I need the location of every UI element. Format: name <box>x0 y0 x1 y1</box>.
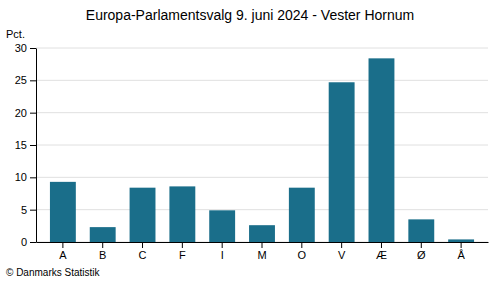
tick: 10 <box>15 171 36 183</box>
tick: 0 <box>21 236 36 248</box>
tick-label: 20 <box>15 107 27 119</box>
grid-line <box>36 209 488 210</box>
y-axis: 0 5 10 15 20 25 30 <box>15 42 37 248</box>
tick-label: B <box>99 249 106 261</box>
tick-label: 15 <box>15 139 27 151</box>
grid-line <box>36 145 488 146</box>
grid-line <box>36 177 488 178</box>
plot: A B C F I M O V Æ Ø Å 0 5 10 15 20 25 30 <box>15 42 489 261</box>
tick-label: Æ <box>376 249 387 261</box>
tick-mark <box>461 242 462 248</box>
tick-mark <box>30 210 36 211</box>
bar <box>329 82 355 242</box>
tick-mark <box>30 80 36 81</box>
tick-label: 10 <box>15 171 27 183</box>
tick: A <box>59 242 67 261</box>
tick-label: I <box>221 249 224 261</box>
tick: O <box>298 242 307 261</box>
tick-label: Å <box>457 249 465 261</box>
y-axis-label: Pct. <box>6 28 25 40</box>
tick-mark <box>30 113 36 114</box>
title: Europa-Parlamentsvalg 9. juni 2024 - Ves… <box>86 7 414 23</box>
tick: Å <box>457 242 465 261</box>
tick-mark <box>222 242 223 248</box>
tick-mark <box>381 242 382 248</box>
bar <box>289 188 315 242</box>
bar <box>448 239 474 242</box>
tick-mark <box>421 242 422 248</box>
tick-mark <box>142 242 143 248</box>
tick-label: 25 <box>15 74 27 86</box>
tick: 15 <box>15 139 36 151</box>
grid <box>36 48 488 242</box>
bar <box>408 219 434 242</box>
tick-mark <box>301 242 302 248</box>
tick-label: 30 <box>15 42 27 54</box>
footer: © Danmarks Statistik <box>6 267 101 278</box>
tick-label: O <box>298 249 307 261</box>
tick-mark <box>30 242 36 243</box>
bar <box>209 210 235 242</box>
tick: 30 <box>15 42 36 54</box>
tick-label: Ø <box>417 249 426 261</box>
tick: Æ <box>376 242 387 261</box>
bars <box>50 58 474 242</box>
bar <box>249 225 275 242</box>
tick-label: M <box>257 249 266 261</box>
tick: 25 <box>15 74 36 86</box>
axis-line <box>36 49 37 243</box>
tick: C <box>139 242 147 261</box>
bar <box>369 58 395 242</box>
chart: Europa-Parlamentsvalg 9. juni 2024 - Ves… <box>0 0 500 282</box>
bar <box>169 186 195 242</box>
tick: V <box>338 242 346 261</box>
tick-mark <box>62 242 63 248</box>
bar <box>130 188 156 242</box>
tick-mark <box>30 145 36 146</box>
tick-label: V <box>338 249 346 261</box>
tick-mark <box>341 242 342 248</box>
tick: M <box>257 242 266 261</box>
tick-label: C <box>139 249 147 261</box>
bar <box>90 227 116 242</box>
tick-mark <box>30 48 36 49</box>
tick-mark <box>182 242 183 248</box>
tick: 5 <box>21 204 36 216</box>
tick-label: F <box>179 249 186 261</box>
x-axis: ABCFIMOVÆØÅ <box>37 242 489 261</box>
bar <box>50 182 76 242</box>
tick: I <box>221 242 224 261</box>
tick: 20 <box>15 107 36 119</box>
grid-line <box>36 112 488 113</box>
tick-label: 5 <box>21 204 27 216</box>
tick-label: A <box>59 249 67 261</box>
tick: F <box>179 242 186 261</box>
tick-mark <box>30 177 36 178</box>
tick: B <box>99 242 106 261</box>
grid-line <box>36 80 488 81</box>
tick-mark <box>102 242 103 248</box>
tick: Ø <box>417 242 426 261</box>
tick-mark <box>262 242 263 248</box>
grid-line <box>36 48 488 49</box>
tick-label: 0 <box>21 236 27 248</box>
